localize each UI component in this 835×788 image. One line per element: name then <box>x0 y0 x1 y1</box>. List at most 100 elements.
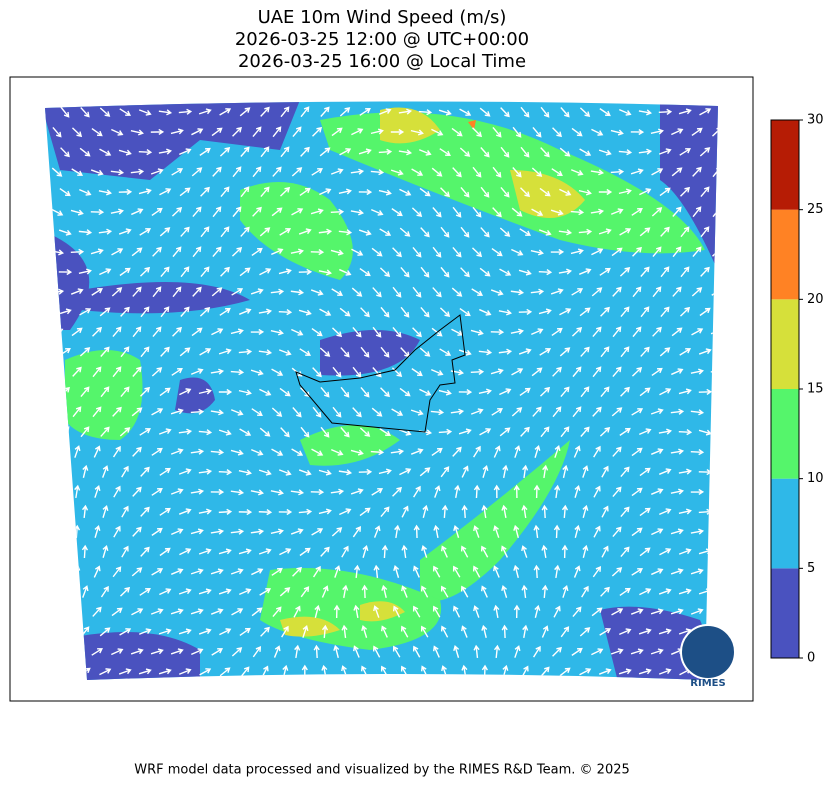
wind-arrow <box>638 668 652 675</box>
wind-arrow <box>171 168 184 176</box>
wind-arrow <box>312 565 321 578</box>
wind-arrow <box>591 248 604 256</box>
wind-arrow <box>300 586 310 598</box>
wind-arrow <box>678 429 693 436</box>
wind-arrow <box>418 149 432 156</box>
wind-arrow <box>451 287 463 297</box>
wind-arrow <box>111 607 123 617</box>
wind-arrow <box>178 628 192 635</box>
wind-arrow <box>353 604 360 619</box>
wind-arrow <box>140 506 150 517</box>
wind-arrow <box>350 168 365 175</box>
wind-arrow <box>151 568 164 576</box>
wind-arrow <box>98 189 112 196</box>
wind-arrow <box>230 528 245 535</box>
wind-arrow <box>170 568 184 575</box>
wind-arrow <box>190 568 204 575</box>
wind-arrow <box>390 448 405 455</box>
wind-arrow <box>578 189 592 196</box>
wind-arrow <box>140 546 150 557</box>
wind-arrow <box>711 126 718 137</box>
wind-arrow <box>610 208 624 215</box>
wind-arrow <box>290 528 304 535</box>
wind-arrow <box>419 187 431 197</box>
wind-arrow <box>210 409 225 416</box>
wind-arrow <box>580 346 590 357</box>
wind-arrow <box>582 544 589 558</box>
wind-arrow <box>342 584 349 599</box>
wind-arrow <box>399 387 411 397</box>
wind-arrow <box>238 508 253 516</box>
wind-arrow <box>60 106 70 118</box>
wind-arrow <box>199 307 211 317</box>
wind-arrow <box>691 127 703 137</box>
wind-arrow <box>271 407 283 417</box>
wind-arrow <box>630 648 644 655</box>
wind-arrow <box>302 625 309 638</box>
wind-arrow <box>479 267 491 277</box>
wind-arrow <box>312 406 322 418</box>
wind-arrow <box>670 568 684 575</box>
wind-arrow <box>439 348 452 356</box>
wind-arrow <box>690 368 704 375</box>
wind-arrow <box>99 107 111 117</box>
wind-arrow <box>339 107 351 117</box>
wind-arrow <box>138 188 152 195</box>
wind-arrow <box>459 308 471 317</box>
wind-arrow <box>593 525 601 538</box>
wind-arrow <box>639 588 652 596</box>
wind-arrow <box>651 568 664 576</box>
wind-arrow <box>394 524 401 539</box>
wind-arrow <box>618 668 632 675</box>
wind-arrow <box>420 227 430 238</box>
wind-arrow <box>514 445 521 458</box>
wind-arrow <box>138 628 152 635</box>
wind-arrow <box>120 306 130 317</box>
wind-arrow <box>638 148 653 155</box>
wind-arrow <box>151 207 163 217</box>
wind-arrow <box>691 328 704 336</box>
wind-arrow <box>380 346 390 358</box>
wind-arrow <box>452 446 462 457</box>
wind-arrow <box>538 269 553 276</box>
wind-arrow <box>299 348 311 356</box>
wind-arrow <box>532 645 541 658</box>
colorbar: 0 5 10 15 20 25 30 <box>770 113 824 666</box>
wind-arrow <box>571 647 583 656</box>
wind-arrow <box>513 604 520 619</box>
wind-arrow <box>511 207 523 217</box>
wind-arrow <box>158 148 173 155</box>
wind-arrow <box>493 525 500 538</box>
wind-arrow <box>598 188 613 196</box>
wind-arrow <box>99 668 112 676</box>
wind-arrow <box>338 188 352 195</box>
wind-arrow <box>341 545 349 558</box>
wind-arrow <box>552 366 562 377</box>
wind-arrow <box>151 527 163 536</box>
wind-arrow <box>618 149 633 156</box>
wind-arrow <box>593 445 601 458</box>
wind-arrow <box>190 408 205 415</box>
wind-arrow <box>298 268 313 276</box>
wind-arrow <box>540 147 550 158</box>
wind-arrow <box>438 428 453 435</box>
wind-arrow <box>452 167 462 178</box>
wind-arrow <box>102 544 109 558</box>
wind-arrow <box>470 368 485 375</box>
wind-arrow <box>230 489 245 496</box>
wind-arrow <box>140 306 150 318</box>
wind-arrow <box>571 127 583 137</box>
wind-arrow <box>102 505 109 518</box>
wind-arrow <box>553 605 561 618</box>
wind-arrow <box>379 228 392 236</box>
wind-arrow <box>411 368 423 377</box>
wind-arrow <box>472 565 481 578</box>
wind-arrow <box>434 485 441 498</box>
wind-arrow <box>99 268 112 276</box>
wind-arrow <box>571 288 584 296</box>
wind-arrow <box>554 484 561 499</box>
wind-arrow <box>520 187 531 198</box>
wind-arrow <box>599 628 612 636</box>
wind-arrow <box>140 466 150 477</box>
wind-arrow <box>78 268 92 275</box>
